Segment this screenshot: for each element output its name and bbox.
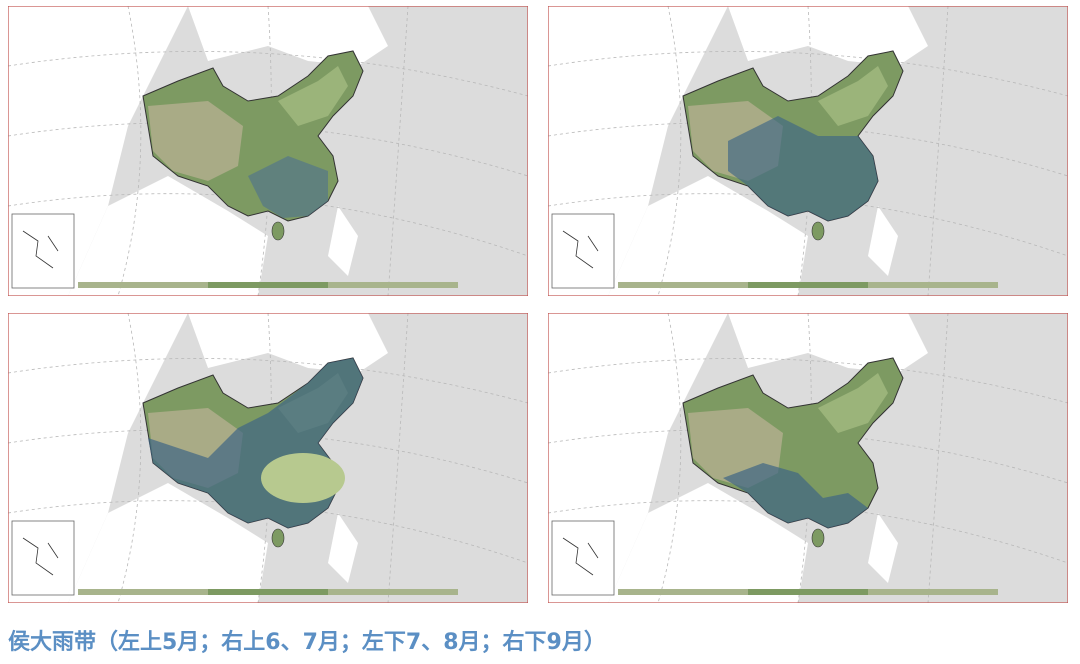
caption: 侯大雨带（左上5月；右上6、7月；左下7、8月；右下9月） [8,630,606,655]
map-panel [8,6,528,296]
map-panel [548,313,1068,603]
map-panel [548,6,1068,296]
map-panel [8,313,528,603]
